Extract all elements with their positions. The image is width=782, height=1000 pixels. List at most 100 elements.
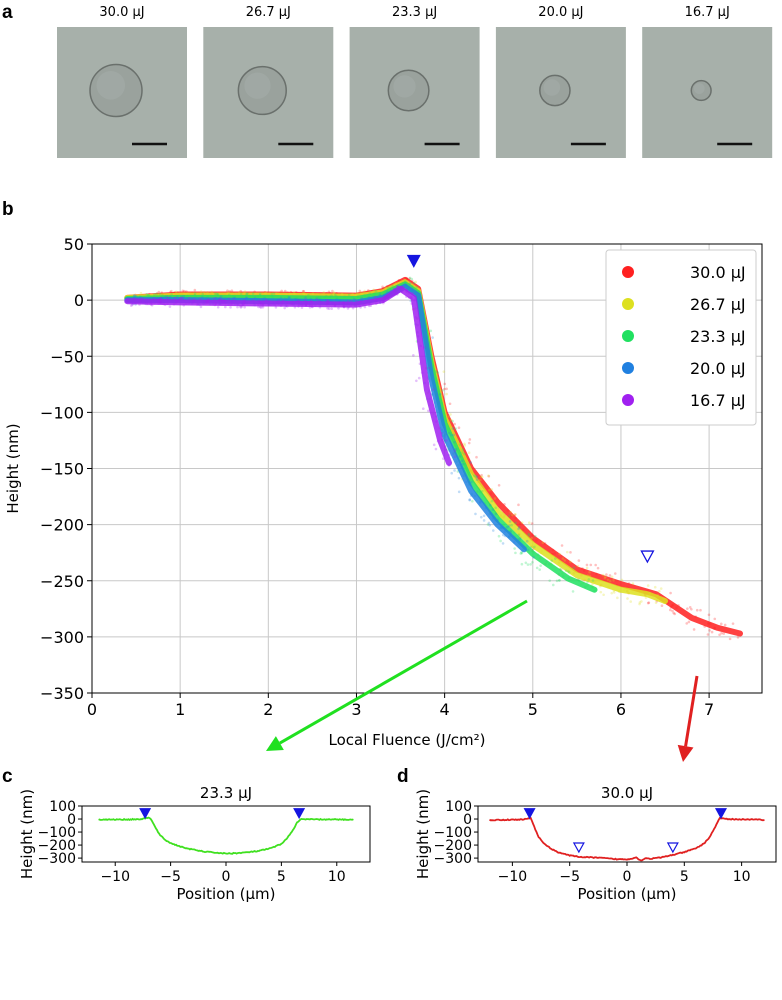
- panel-label-b: b: [2, 199, 14, 220]
- data-point: [429, 329, 433, 333]
- data-point: [261, 305, 265, 309]
- data-point: [300, 306, 304, 309]
- y-tick-label: −250: [40, 572, 84, 591]
- filled-triangle-marker: [293, 808, 306, 820]
- data-point: [259, 306, 263, 309]
- data-point: [283, 289, 287, 293]
- data-point: [640, 600, 643, 603]
- data-point: [596, 566, 600, 570]
- series-points-3: [124, 282, 535, 559]
- data-point: [548, 579, 552, 582]
- data-point: [491, 529, 495, 532]
- series-points-1: [124, 279, 668, 606]
- ablation-spot-inner: [543, 79, 561, 96]
- data-point: [201, 292, 204, 296]
- data-point: [408, 282, 412, 285]
- data-point: [520, 562, 524, 566]
- plot-frame: [477, 805, 777, 863]
- data-point: [453, 469, 456, 472]
- data-point: [346, 307, 350, 310]
- data-point: [569, 560, 572, 564]
- data-point: [527, 521, 531, 525]
- legend-label: 30.0 μJ: [690, 263, 746, 282]
- data-point: [363, 289, 366, 293]
- data-point: [139, 291, 143, 295]
- data-point: [258, 292, 262, 296]
- data-point: [451, 419, 454, 423]
- data-point: [629, 600, 633, 603]
- data-point: [558, 579, 561, 582]
- data-point: [453, 455, 457, 458]
- data-point: [499, 539, 502, 543]
- data-point: [501, 542, 505, 545]
- data-clouds: [124, 276, 743, 641]
- data-point: [332, 291, 336, 294]
- data-point: [478, 478, 482, 482]
- profile-title: 30.0 μJ: [601, 784, 653, 802]
- data-point: [159, 296, 163, 300]
- data-point: [337, 307, 340, 310]
- data-point: [672, 611, 675, 615]
- data-point: [219, 295, 223, 298]
- data-point: [613, 572, 617, 575]
- data-point: [529, 563, 532, 566]
- data-point: [508, 520, 512, 523]
- data-point: [246, 292, 249, 295]
- data-point: [188, 296, 191, 300]
- data-point: [524, 561, 528, 565]
- data-point: [471, 499, 474, 503]
- data-point: [690, 607, 693, 611]
- data-point: [660, 604, 664, 608]
- data-point: [699, 608, 702, 612]
- data-point: [372, 288, 376, 292]
- filled-triangle-marker: [523, 808, 536, 820]
- ablation-spot-inner: [393, 75, 416, 98]
- data-point: [230, 289, 234, 293]
- data-point: [443, 387, 446, 391]
- x-tick-label: 4: [440, 700, 450, 719]
- data-point: [463, 442, 466, 446]
- y-tick-label: 0: [74, 291, 84, 310]
- data-point: [301, 289, 305, 293]
- data-point: [213, 292, 217, 296]
- data-point: [565, 550, 569, 554]
- data-point: [158, 292, 162, 296]
- data-point: [527, 534, 531, 537]
- data-point: [494, 506, 498, 510]
- data-point: [692, 628, 696, 631]
- data-point: [170, 289, 173, 293]
- microscope-image-2: 23.3 μJ: [349, 5, 480, 158]
- data-point: [229, 306, 232, 309]
- data-point: [130, 304, 133, 307]
- data-point: [539, 564, 542, 567]
- data-point: [432, 443, 436, 447]
- image-title: 26.7 μJ: [246, 5, 291, 20]
- data-point: [479, 475, 483, 478]
- arrow-head: [677, 744, 694, 762]
- data-point: [381, 285, 384, 289]
- red-arrow: [677, 675, 699, 762]
- data-point: [463, 452, 466, 456]
- y-tick-label: −300: [40, 628, 84, 647]
- legend-marker: [622, 394, 634, 406]
- data-point: [415, 379, 418, 383]
- data-point: [270, 292, 274, 296]
- x-tick-label: −10: [498, 869, 528, 885]
- data-point: [511, 513, 514, 517]
- data-point: [620, 578, 624, 582]
- data-point: [457, 476, 461, 480]
- data-point: [706, 633, 710, 636]
- profile-line: [98, 816, 354, 855]
- data-point: [654, 601, 658, 605]
- data-point: [451, 427, 455, 430]
- x-tick-label: 10: [733, 869, 751, 885]
- data-point: [243, 305, 246, 309]
- microscope-image-3: 20.0 μJ: [495, 5, 626, 158]
- ablation-spot-inner: [96, 71, 126, 100]
- y-tick-label: −350: [40, 684, 84, 703]
- data-point: [358, 289, 362, 293]
- panel-b: b 0 1 2 3 4 5 6 7 50 0 −50 −100 −150 −200 −250 −300 −350…: [2, 199, 763, 749]
- data-point: [198, 297, 202, 301]
- data-point: [722, 632, 726, 635]
- data-point: [173, 296, 177, 300]
